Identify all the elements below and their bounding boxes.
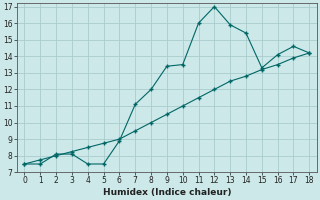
X-axis label: Humidex (Indice chaleur): Humidex (Indice chaleur) (103, 188, 231, 197)
